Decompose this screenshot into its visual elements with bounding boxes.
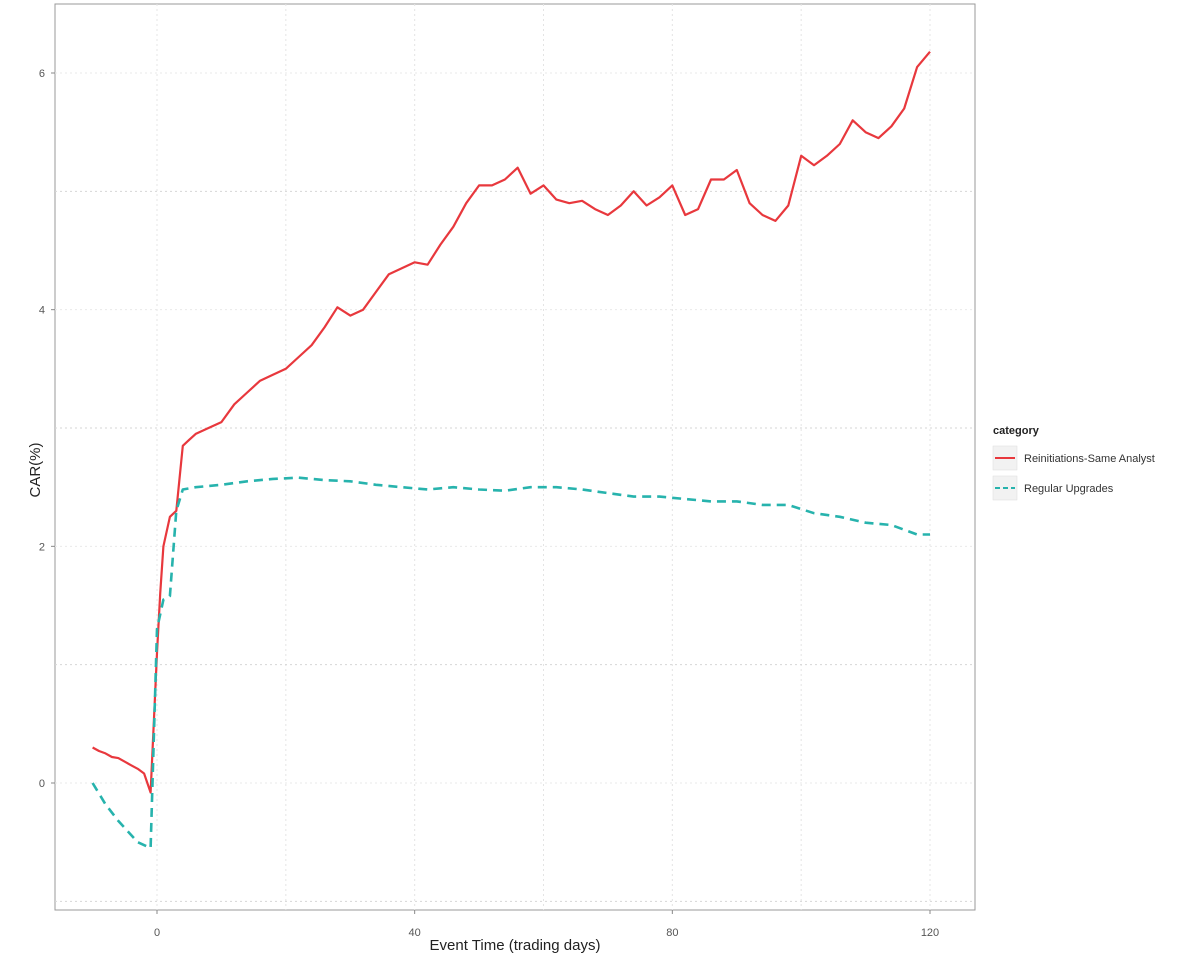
legend-title: category <box>993 425 1040 437</box>
y-axis-title: CAR(%) <box>27 442 44 497</box>
series-line-2 <box>91 476 930 850</box>
x-tick-label: 0 <box>154 927 160 939</box>
legend-label: Regular Upgrades <box>1024 483 1114 495</box>
series-lines <box>91 50 931 850</box>
legend: category Reinitiations-Same Analyst Regul… <box>992 425 1155 501</box>
x-axis-ticks: 0 40 80 120 <box>154 910 939 939</box>
y-tick-label: 6 <box>39 68 45 80</box>
panel-border <box>54 3 976 911</box>
x-tick-label: 80 <box>666 927 678 939</box>
x-tick-label: 120 <box>921 927 939 939</box>
legend-items: Reinitiations-Same Analyst Regular Upgrad… <box>992 445 1155 501</box>
y-axis-ticks: 0 2 4 6 <box>39 68 55 790</box>
x-axis-title: Event Time (trading days) <box>430 937 601 954</box>
y-tick-label: 4 <box>39 305 45 317</box>
grid-lines <box>55 4 975 910</box>
y-tick-label: 0 <box>39 778 45 790</box>
x-tick-label: 40 <box>409 927 421 939</box>
legend-label: Reinitiations-Same Analyst <box>1024 453 1155 465</box>
series-line-1 <box>92 50 931 794</box>
y-tick-label: 2 <box>39 541 45 553</box>
